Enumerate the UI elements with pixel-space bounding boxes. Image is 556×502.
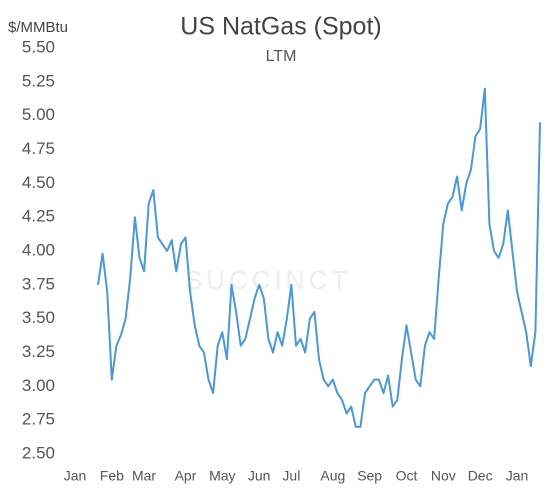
x-tick-label: Aug: [320, 468, 345, 484]
x-tick-label: Jan: [64, 468, 87, 484]
y-tick-label: 3.00: [22, 376, 55, 395]
y-tick-label: 5.25: [22, 71, 55, 90]
x-tick-label: Mar: [132, 468, 156, 484]
x-tick-label: Feb: [100, 468, 124, 484]
y-tick-label: 4.50: [22, 173, 55, 192]
x-tick-label: Sep: [357, 468, 382, 484]
x-tick-label: Dec: [468, 468, 493, 484]
watermark: SUCCINCT: [185, 265, 351, 295]
chart-title: US NatGas (Spot): [180, 13, 381, 41]
y-tick-label: 4.00: [22, 240, 55, 259]
chart-subtitle: LTM: [266, 48, 297, 65]
y-tick-label: 5.00: [22, 105, 55, 124]
x-tick-label: Jun: [248, 468, 271, 484]
y-tick-label: 3.50: [22, 308, 55, 327]
x-tick-label: May: [209, 468, 235, 484]
y-tick-label: 2.50: [22, 443, 55, 462]
x-tick-label: Nov: [431, 468, 456, 484]
y-tick-label: 3.75: [22, 274, 55, 293]
line-series: [97, 87, 541, 428]
y-tick-label: 2.75: [22, 410, 55, 429]
x-tick-label: Jan: [506, 468, 529, 484]
x-tick-label: Oct: [396, 468, 418, 484]
y-axis-label: $/MMBtu: [8, 19, 68, 36]
y-tick-label: 4.75: [22, 139, 55, 158]
y-tick-label: 4.25: [22, 207, 55, 226]
x-tick-label: Apr: [175, 468, 197, 484]
x-tick-label: Jul: [282, 468, 300, 484]
y-tick-label: 5.50: [22, 37, 55, 56]
y-tick-label: 3.25: [22, 342, 55, 361]
